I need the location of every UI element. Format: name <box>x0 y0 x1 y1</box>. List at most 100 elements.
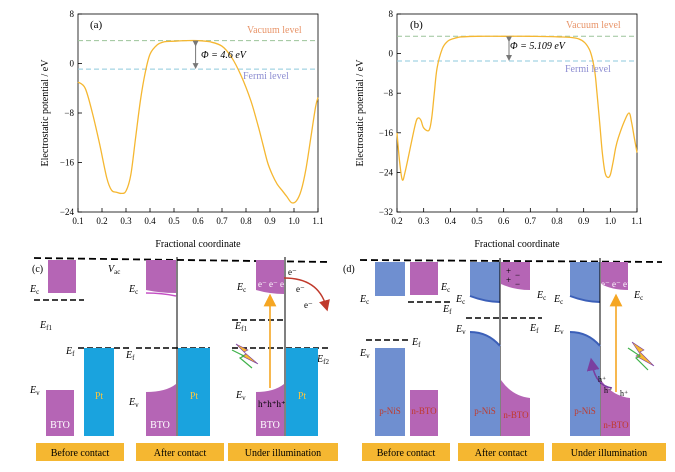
panel-d-box-before-label: Before contact <box>377 448 436 459</box>
x-tick-label: 0.2 <box>96 216 107 226</box>
x-tick-label: 0.4 <box>445 216 457 226</box>
panel-c1-bto-label: BTO <box>50 420 70 431</box>
panel-d2-minus-1: − <box>515 270 520 280</box>
panel-d1-bto-cb <box>410 262 438 295</box>
plot-b-frame <box>396 13 638 213</box>
panel-c1-ec: Ec <box>29 284 39 296</box>
panel-c3-e1: e⁻ <box>288 267 297 277</box>
panel-d2-bto-label: n-BTO <box>503 410 529 420</box>
panel-c2-bto-cb <box>146 260 176 293</box>
panel-d-box-after-label: After contact <box>475 448 528 459</box>
panel-c1-bto-cb <box>48 260 76 293</box>
plot-a-potential-curve <box>77 39 319 204</box>
x-tick-label: 1.0 <box>605 216 617 226</box>
plot-a-panel-label: (a) <box>90 19 103 31</box>
panel-c-band-diagram: (c) Vac Ec Ef1 Ef Pt BTO Ev Ec Ef Pt BTO… <box>29 257 338 461</box>
y-tick-label: 8 <box>389 9 394 19</box>
panel-c2-ef: Ef <box>125 350 135 362</box>
panel-d2-bto-vb <box>501 380 530 436</box>
y-tick-label: 0 <box>389 49 394 59</box>
y-tick-label: −16 <box>60 158 75 168</box>
panel-d2-nis-vb <box>470 332 500 436</box>
panel-c3-holes: h⁺h⁺h⁺ <box>258 399 286 409</box>
panel-d1-ef-left: Ef <box>411 337 421 349</box>
panel-d3-nis-cb <box>570 262 600 302</box>
panel-c-box-before-label: Before contact <box>51 448 110 459</box>
panel-d-box-after <box>458 443 544 461</box>
panel-d3-nis-cb-bend <box>569 295 601 303</box>
y-tick-label: −8 <box>64 108 74 118</box>
panel-d2-ef: Ef <box>529 323 539 335</box>
panel-d3-electrons: e⁻ e⁻ e⁻ <box>601 279 632 289</box>
x-tick-label: 0.9 <box>578 216 590 226</box>
x-tick-label: 0.4 <box>144 216 156 226</box>
panel-d3-h2: h⁺ <box>604 386 612 395</box>
panel-c2-bto-label: BTO <box>150 420 170 431</box>
plot-b-vacuum-label: Vacuum level <box>566 20 621 31</box>
panel-c-label: (c) <box>32 264 43 275</box>
panel-d2-nis-cb <box>470 262 500 302</box>
plot-b-x-ticks: 0.2 0.3 0.4 0.5 0.6 0.7 0.8 0.9 1.0 1.1 <box>391 208 643 226</box>
panel-c1-ef1: Ef1 <box>39 320 52 332</box>
panel-c1-ev: Ev <box>29 385 40 397</box>
panel-d-band-diagram: (d) Vac Ec Ec Ef Ef Ev p-NiS n-BTO + + −… <box>343 258 666 461</box>
panel-d2-plus-2: + <box>506 275 511 285</box>
panel-d3-lightning-icon <box>631 341 655 367</box>
x-tick-label: 0.8 <box>240 216 252 226</box>
y-tick-label: −8 <box>383 88 393 98</box>
x-tick-label: 0.2 <box>391 216 402 226</box>
panel-c2-pt-label: Pt <box>190 391 199 402</box>
panel-d3-h3: h⁺ <box>620 389 628 398</box>
panel-d-label: (d) <box>343 264 355 275</box>
plot-a-phi-label: Φ = 4.6 eV <box>201 50 248 61</box>
panel-c1-pt-block <box>84 348 114 436</box>
panel-d3-bto-vb <box>601 380 630 436</box>
panel-d2-minus-2: − <box>515 279 520 289</box>
plot-a-vacuum-label: Vacuum level <box>247 25 302 36</box>
y-tick-label: −24 <box>60 207 75 217</box>
panel-c-vacuum-line <box>33 257 331 263</box>
panel-d3-ev: Ev <box>553 324 564 336</box>
plot-b-panel-label: (b) <box>410 19 423 31</box>
panel-d3-nis-vb <box>570 332 600 436</box>
x-tick-label: 0.3 <box>120 216 132 226</box>
plot-b-y-ticks: 8 0 −8 −16 −24 −32 <box>379 9 401 217</box>
panel-d2-plus-1: + <box>506 266 511 276</box>
panel-d3-ec-right: Ec <box>633 290 643 302</box>
plot-b-potential-curve <box>396 35 638 181</box>
x-tick-label: 0.6 <box>192 216 204 226</box>
x-tick-label: 0.6 <box>498 216 510 226</box>
panel-c2-ec: Ec <box>128 284 138 296</box>
panel-d-box-before <box>362 443 450 461</box>
plot-a-x-ticks: 0.1 0.2 0.3 0.4 0.5 0.6 0.7 0.8 0.9 1.0 1.1 <box>72 208 324 226</box>
panel-c3-e3: e⁻ <box>304 300 313 310</box>
panel-d1-bto-vb <box>410 390 438 436</box>
panel-d1-nis-cb <box>375 262 405 296</box>
panel-c-box-before <box>36 443 124 461</box>
panel-d2-nis-cb-bend <box>469 295 501 303</box>
panel-d3-bto-label: n-BTO <box>603 420 629 430</box>
plot-a-ylabel: Electrostatic potential / eV <box>40 59 51 167</box>
panel-d-box-illumination-label: Under illumination <box>571 448 647 459</box>
plot-a-frame <box>77 13 319 213</box>
panel-d3-nis-label: p-NiS <box>574 406 596 416</box>
y-tick-label: −16 <box>379 128 394 138</box>
panel-d-vacuum-line <box>359 259 663 263</box>
panel-c3-e2: e⁻ <box>296 284 305 294</box>
x-tick-label: 0.8 <box>551 216 563 226</box>
panel-d2-nis-label: p-NiS <box>474 406 496 416</box>
panel-c3-lightning-green-icon <box>231 349 253 369</box>
panel-c3-bto-vb <box>256 384 284 436</box>
panel-d2-ev: Ev <box>455 324 466 336</box>
panel-d3-h1: h⁺ <box>598 375 606 384</box>
panel-c3-bto-cb <box>256 260 284 294</box>
panel-c2-cb-bend <box>145 292 177 297</box>
panel-c3-ef2: Ef2 <box>316 354 329 366</box>
panel-c-box-after <box>136 443 224 461</box>
panel-c-vac-symbol: Vac <box>108 264 120 276</box>
panel-d3-ec-left: Ec <box>553 294 563 306</box>
x-tick-label: 0.9 <box>264 216 276 226</box>
panel-d-box-illumination <box>552 443 666 461</box>
panel-d1-nis-label: p-NiS <box>379 406 401 416</box>
